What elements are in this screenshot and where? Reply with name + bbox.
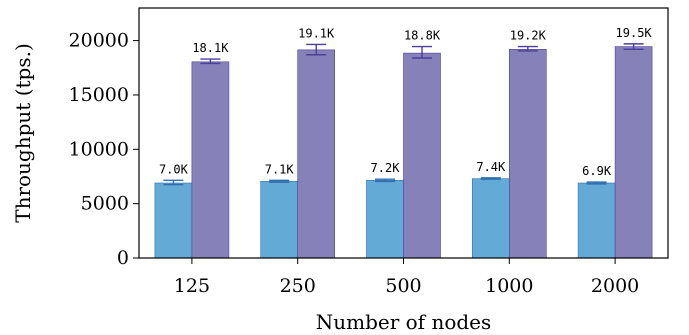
data-label-series1-125: 7.0K — [159, 162, 189, 176]
x-tick-label-250: 250 — [280, 275, 316, 297]
data-label-series2-2000: 19.5K — [616, 26, 653, 40]
data-label-series2-250: 19.1K — [298, 26, 335, 40]
bar-series1-250 — [260, 181, 299, 259]
bar-series1-2000 — [577, 182, 616, 259]
x-tick-label-500: 500 — [385, 275, 421, 297]
bar-series2-125 — [191, 61, 230, 259]
y-axis-ticks: 0 5000 10000 15000 20000 — [69, 30, 139, 269]
y-tick-label-5000: 5000 — [81, 193, 129, 215]
bar-series1-125 — [154, 182, 193, 259]
data-label-series2-1000: 19.2K — [510, 29, 547, 43]
data-label-series1-1000: 7.4K — [476, 160, 506, 174]
y-tick-label-20000: 20000 — [69, 30, 129, 52]
data-labels-layer: 7.0K 18.1K 7.1K 19.1K 7.2K 18.8K 7.4K 19.2K 6.9K… — [159, 26, 652, 178]
bar-series1-1000 — [471, 178, 510, 259]
x-tick-label-2000: 2000 — [591, 275, 639, 297]
y-tick-label-0: 0 — [117, 247, 129, 269]
bar-series2-250 — [297, 49, 336, 259]
bar-series2-500 — [403, 52, 441, 259]
bar-series1-500 — [366, 179, 404, 259]
data-label-series1-2000: 6.9K — [582, 164, 612, 178]
data-label-series1-500: 7.2K — [371, 161, 401, 175]
x-axis-title: Number of nodes — [316, 310, 492, 334]
bars-layer — [154, 46, 653, 259]
error-bars-layer — [163, 43, 644, 186]
data-label-series2-500: 18.8K — [404, 29, 441, 43]
data-label-series1-250: 7.1K — [265, 162, 295, 176]
x-axis-ticks: 125 250 500 1000 2000 — [174, 258, 639, 297]
data-label-series2-125: 18.1K — [192, 41, 229, 55]
x-tick-label-1000: 1000 — [485, 275, 533, 297]
y-tick-label-10000: 10000 — [69, 138, 129, 160]
bar-series2-2000 — [614, 46, 653, 259]
x-tick-label-125: 125 — [174, 275, 210, 297]
bar-series2-1000 — [508, 49, 547, 259]
y-tick-label-15000: 15000 — [69, 84, 129, 106]
y-axis-title: Throughput (tps.) — [11, 43, 35, 223]
